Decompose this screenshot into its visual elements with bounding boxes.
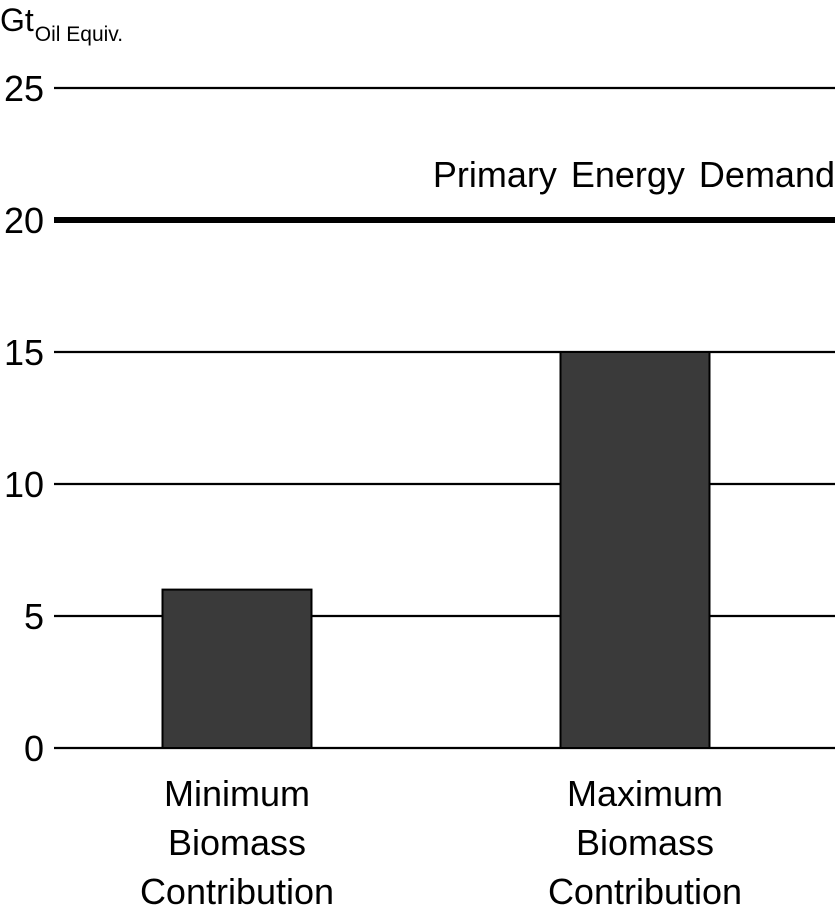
category-label-line: Contribution (139, 871, 335, 912)
category-label-line: Biomass (167, 822, 307, 863)
category-label-line: Contribution (547, 871, 743, 912)
bar (161, 588, 313, 749)
bars (161, 351, 711, 749)
y-tick-label: 0 (24, 728, 44, 769)
category-label-line: Biomass (575, 822, 715, 863)
category-label-line: Minimum (163, 773, 310, 814)
y-tick-label: 20 (4, 200, 44, 241)
y-tick-label: 10 (4, 464, 44, 505)
y-tick-label: 5 (24, 596, 44, 637)
category-label-line: Maximum (566, 773, 723, 814)
y-unit-subscript: Oil Equiv. (34, 23, 124, 46)
bar (559, 351, 711, 749)
y-axis-unit: GtOil Equiv. (0, 2, 123, 45)
y-tick-label: 25 (4, 68, 44, 109)
x-category-label-minimum: Minimum Biomass Contribution (140, 769, 334, 916)
y-tick-labels: 0 5 10 15 20 25 (4, 68, 44, 769)
x-category-label-maximum: Maximum Biomass Contribution (548, 769, 742, 916)
reference-line-label: Primary Energy Demand (432, 154, 835, 195)
y-unit-main: Gt (0, 2, 34, 38)
y-tick-label: 15 (4, 332, 44, 373)
